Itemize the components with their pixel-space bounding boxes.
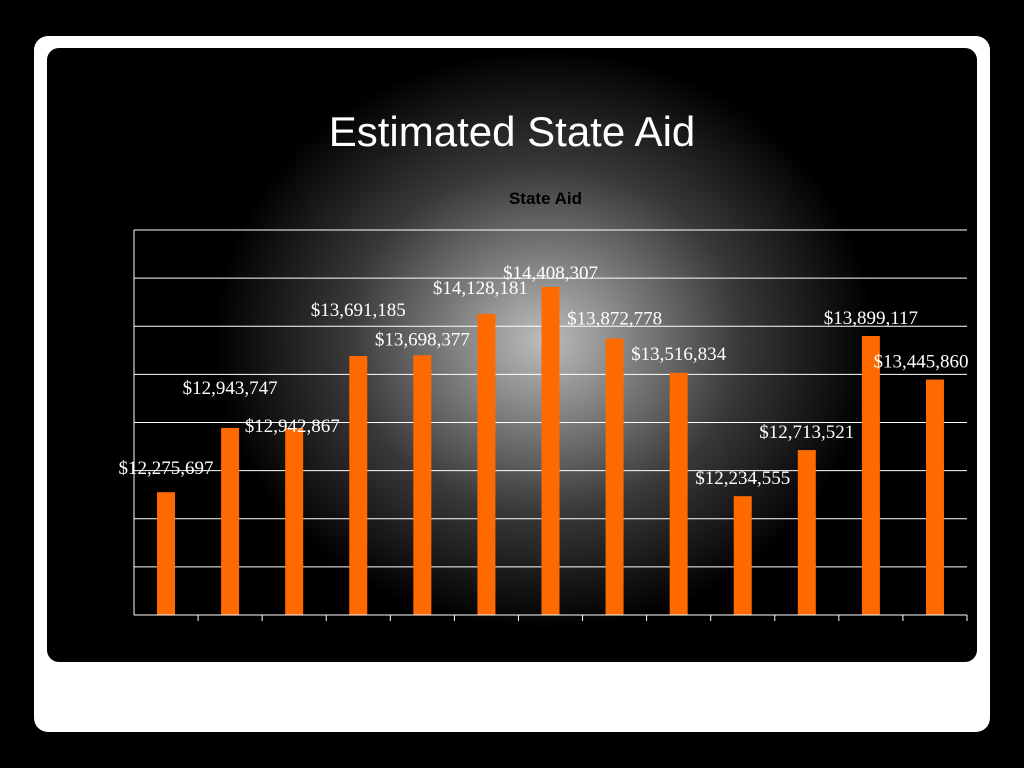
x-tick-label: 2014-15: [910, 626, 960, 640]
data-label: $13,445,860: [873, 352, 968, 373]
data-label: $12,713,521: [759, 422, 854, 443]
bar: [669, 372, 688, 615]
bar: [797, 450, 816, 615]
bar: [157, 492, 176, 615]
bar: [413, 355, 432, 615]
y-tick-label: 15000000: [60, 223, 121, 237]
bar: [925, 379, 944, 615]
data-label: $13,899,117: [824, 308, 918, 329]
x-tick-label: 2013-14: [846, 626, 896, 640]
data-label: $12,275,697: [119, 458, 214, 479]
y-tick-label: 13500000: [60, 367, 121, 381]
y-tick-label: 12500000: [60, 464, 121, 478]
x-tick-label: 2005-06: [333, 626, 383, 640]
y-tick-label: 14000000: [60, 319, 121, 333]
y-tick-label: 11000000: [60, 608, 121, 622]
data-label: $12,234,555: [695, 468, 790, 489]
y-tick-label: 14500000: [60, 271, 121, 285]
x-tick-label: 2011-12: [718, 626, 768, 640]
slide: Estimated State Aid State Aid 11000000 115…: [47, 48, 977, 662]
y-tick-label: 13000000: [60, 416, 121, 430]
y-tick-label: 12000000: [60, 512, 121, 526]
bar-chart: State Aid 11000000 11500000 12000000 1250000…: [60, 189, 969, 640]
bar: [285, 427, 304, 615]
bar: [861, 335, 880, 615]
bar: [733, 496, 752, 615]
x-tick-label: 2006-07: [397, 626, 447, 640]
data-label: $12,943,747: [183, 378, 278, 399]
x-tick-label: 2008-09: [525, 626, 575, 640]
bar: [605, 338, 624, 615]
data-label: $14,128,181: [433, 278, 528, 299]
data-label: $13,698,377: [375, 329, 470, 350]
data-label: $12,942,867: [245, 416, 340, 437]
x-tick-label: 2009-10: [590, 626, 640, 640]
data-label: $14,408,307: [503, 263, 598, 284]
x-tick-label: 2002-03: [141, 626, 191, 640]
bar: [477, 313, 496, 615]
x-tick-label: 2004-05: [269, 626, 319, 640]
y-tick-label: 11500000: [60, 560, 121, 574]
x-tick-label: 2007-08: [461, 626, 511, 640]
chart-title: State Aid: [509, 189, 582, 208]
bar: [221, 427, 240, 615]
data-label: $13,516,834: [631, 344, 727, 365]
bar: [541, 286, 560, 615]
x-tick-label: 2003-04: [205, 626, 255, 640]
data-label: $13,691,185: [311, 300, 406, 321]
slide-title: Estimated State Aid: [328, 108, 696, 155]
bar: [349, 355, 368, 615]
data-label: $13,872,778: [567, 308, 662, 329]
x-tick-label: 2010-11: [654, 626, 704, 640]
x-tick-label: 2012-13: [782, 626, 832, 640]
